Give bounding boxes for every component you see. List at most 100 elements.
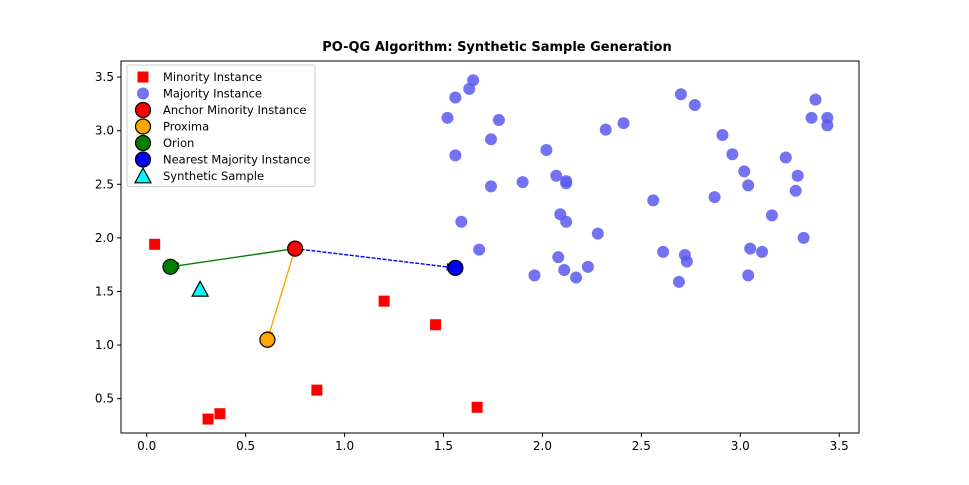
majority-instance-point — [455, 215, 468, 228]
majority-instance-point — [680, 255, 693, 268]
arrow-anchor-to-proxima — [266, 248, 296, 341]
majority-instance-point — [779, 151, 792, 164]
majority-instance-point — [716, 128, 729, 141]
majority-instance-point — [805, 111, 818, 124]
y-tick-label: 2.0 — [95, 231, 114, 245]
series-proxima — [259, 331, 276, 348]
majority-instance-point — [599, 123, 612, 136]
majority-instance-point — [516, 176, 529, 189]
x-tick-label: 2.5 — [632, 439, 651, 453]
minority-instance-point — [378, 295, 390, 307]
x-tick-label: 3.0 — [731, 439, 750, 453]
majority-instance-point — [591, 227, 604, 240]
legend-label-proxima: Proxima — [163, 120, 209, 134]
majority-instance-point — [647, 194, 660, 207]
majority-instance-point — [765, 209, 778, 222]
x-tick-label: 1.5 — [434, 439, 453, 453]
plot-frame — [120, 60, 860, 434]
majority-instance-point — [484, 180, 497, 193]
majority-instance-point — [540, 143, 553, 156]
majority-instance-point — [528, 269, 541, 282]
majority-instance-point — [560, 215, 573, 228]
majority-instance-point — [473, 243, 486, 256]
legend-label-minority-instance: Minority Instance — [163, 70, 262, 84]
majority-instance-point — [449, 91, 462, 104]
majority-instance-point — [726, 148, 739, 161]
series-nearest-majority-instance — [447, 259, 464, 277]
legend-label-nearest-majority-instance: Nearest Majority Instance — [163, 153, 310, 167]
majority-instance-point — [617, 117, 630, 130]
majority-instance-point — [581, 260, 594, 273]
y-tick-label: 1.5 — [95, 284, 114, 298]
minority-instance-point — [214, 408, 226, 420]
majority-instance-point — [484, 133, 497, 146]
majority-instance-point — [789, 184, 802, 197]
legend: Minority Instance Majority Instance Anchor… — [126, 64, 316, 187]
y-tick-label: 3.5 — [95, 70, 114, 84]
legend-marker-majority-instance — [137, 87, 149, 100]
majority-instance-point — [560, 177, 573, 190]
legend-label-synthetic-sample: Synthetic Sample — [163, 169, 264, 183]
majority-instance-point — [492, 113, 505, 126]
minority-instance-point — [471, 401, 483, 413]
majority-instance-point — [738, 165, 751, 178]
series-minority-instance — [149, 238, 483, 425]
majority-instance-point — [441, 111, 454, 124]
legend-marker-anchor-minority-instance — [134, 101, 152, 119]
chart-title: PO-QG Algorithm: Synthetic Sample Genera… — [322, 40, 672, 55]
x-tick-label: 2.0 — [533, 439, 552, 453]
majority-instance-point — [552, 251, 565, 264]
majority-instance-point — [672, 275, 685, 288]
majority-instance-point — [744, 242, 757, 255]
minority-instance-point — [430, 319, 442, 331]
majority-instance-point — [809, 93, 822, 106]
legend-box — [126, 64, 316, 187]
majority-instance-point — [791, 169, 804, 182]
anchor-minority-instance-point — [287, 240, 304, 257]
plot-area — [149, 74, 834, 425]
minority-instance-point — [149, 238, 161, 250]
y-tick-label: 0.5 — [95, 392, 114, 406]
series-majority-instance — [441, 74, 834, 288]
series-anchor-minority-instance — [287, 240, 304, 257]
arrow-anchor-to-orion — [169, 247, 296, 270]
x-tick-label: 1.0 — [335, 439, 354, 453]
legend-label-orion: Orion — [163, 136, 194, 150]
x-tick-label: 3.5 — [830, 439, 849, 453]
majority-instance-point — [570, 271, 583, 284]
legend-marker-nearest-majority-instance — [134, 151, 152, 168]
legend-marker-synthetic-sample — [133, 166, 153, 184]
majority-instance-point — [821, 119, 834, 132]
majority-instance-point — [797, 231, 810, 244]
axes: 0.0 0.5 1.0 1.5 2.0 2.5 3.0 3.5 0.5 1.0 1.5 2.0 2.5 3… — [95, 60, 860, 453]
arrow-anchor-to-nearest-majority — [295, 247, 457, 271]
majority-instance-point — [742, 269, 755, 282]
y-tick-label: 3.0 — [95, 124, 114, 138]
orion-point — [162, 258, 179, 275]
y-tick-label: 2.5 — [95, 177, 114, 191]
x-tick-label: 0.0 — [137, 439, 156, 453]
minority-instance-point — [311, 384, 323, 396]
series-orion — [162, 258, 179, 275]
legend-marker-minority-instance — [137, 71, 149, 83]
minority-instance-point — [202, 413, 214, 425]
majority-instance-point — [674, 88, 687, 101]
majority-instance-point — [657, 245, 670, 258]
legend-marker-orion — [134, 134, 152, 152]
majority-instance-point — [742, 179, 755, 192]
proxima-point — [259, 331, 276, 348]
majority-instance-point — [449, 149, 462, 162]
majority-instance-point — [550, 169, 563, 182]
legend-marker-proxima — [134, 118, 152, 135]
y-tick-label: 1.0 — [95, 338, 114, 352]
synthetic-sample-point — [191, 280, 210, 297]
majority-instance-point — [756, 245, 769, 258]
majority-instance-point — [558, 264, 571, 277]
majority-instance-point — [688, 98, 701, 111]
majority-instance-point — [467, 74, 480, 87]
legend-label-anchor-minority-instance: Anchor Minority Instance — [163, 103, 306, 117]
nearest-majority-instance-point — [447, 259, 464, 277]
x-tick-label: 0.5 — [236, 439, 255, 453]
